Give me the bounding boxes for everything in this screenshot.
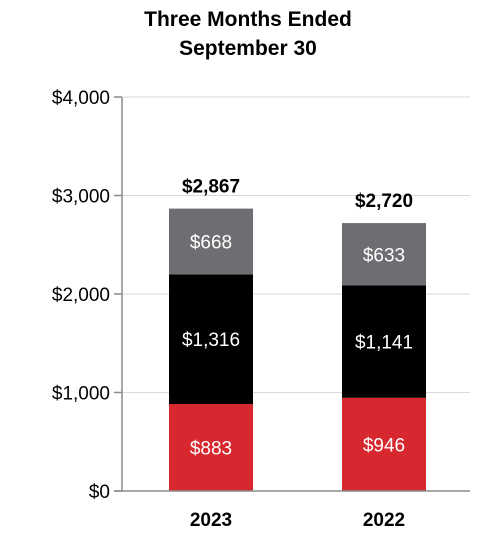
- bar-segment: [342, 223, 426, 286]
- x-axis: 2023 2022: [114, 490, 470, 531]
- segment-value-label: $1,141: [355, 333, 413, 354]
- total-value-label: $2,720: [355, 191, 413, 212]
- y-tick-label: $0: [89, 482, 110, 503]
- total-value-label: $2,867: [182, 177, 240, 198]
- x-category-label: 2022: [363, 510, 405, 531]
- x-category-label: 2023: [190, 510, 232, 531]
- bar-segment: [169, 208, 253, 275]
- bar-segment: [169, 274, 253, 405]
- y-tick-label: $4,000: [52, 88, 110, 109]
- y-tick-label: $2,000: [52, 285, 110, 306]
- segment-value-label: $633: [363, 245, 405, 266]
- bar-segment: [342, 397, 426, 491]
- segment-value-label: $883: [190, 439, 232, 460]
- bar-segment: [342, 285, 426, 398]
- y-axis: $0 $1,000 $2,000 $3,000 $4,000: [52, 88, 123, 503]
- chart-title: Three Months Ended: [144, 8, 352, 31]
- y-tick-label: $3,000: [52, 187, 110, 208]
- segment-value-label: $946: [363, 435, 405, 456]
- y-tick-label: $1,000: [52, 384, 110, 405]
- data-labels: $883 $1,316 $668 $2,867 $946 $1,141 $633 $2,720: [182, 177, 413, 460]
- bars: [169, 208, 426, 491]
- bar-segment: [169, 404, 253, 491]
- chart-subtitle: September 30: [179, 37, 317, 60]
- segment-value-label: $668: [190, 232, 232, 253]
- segment-value-label: $1,316: [182, 330, 240, 351]
